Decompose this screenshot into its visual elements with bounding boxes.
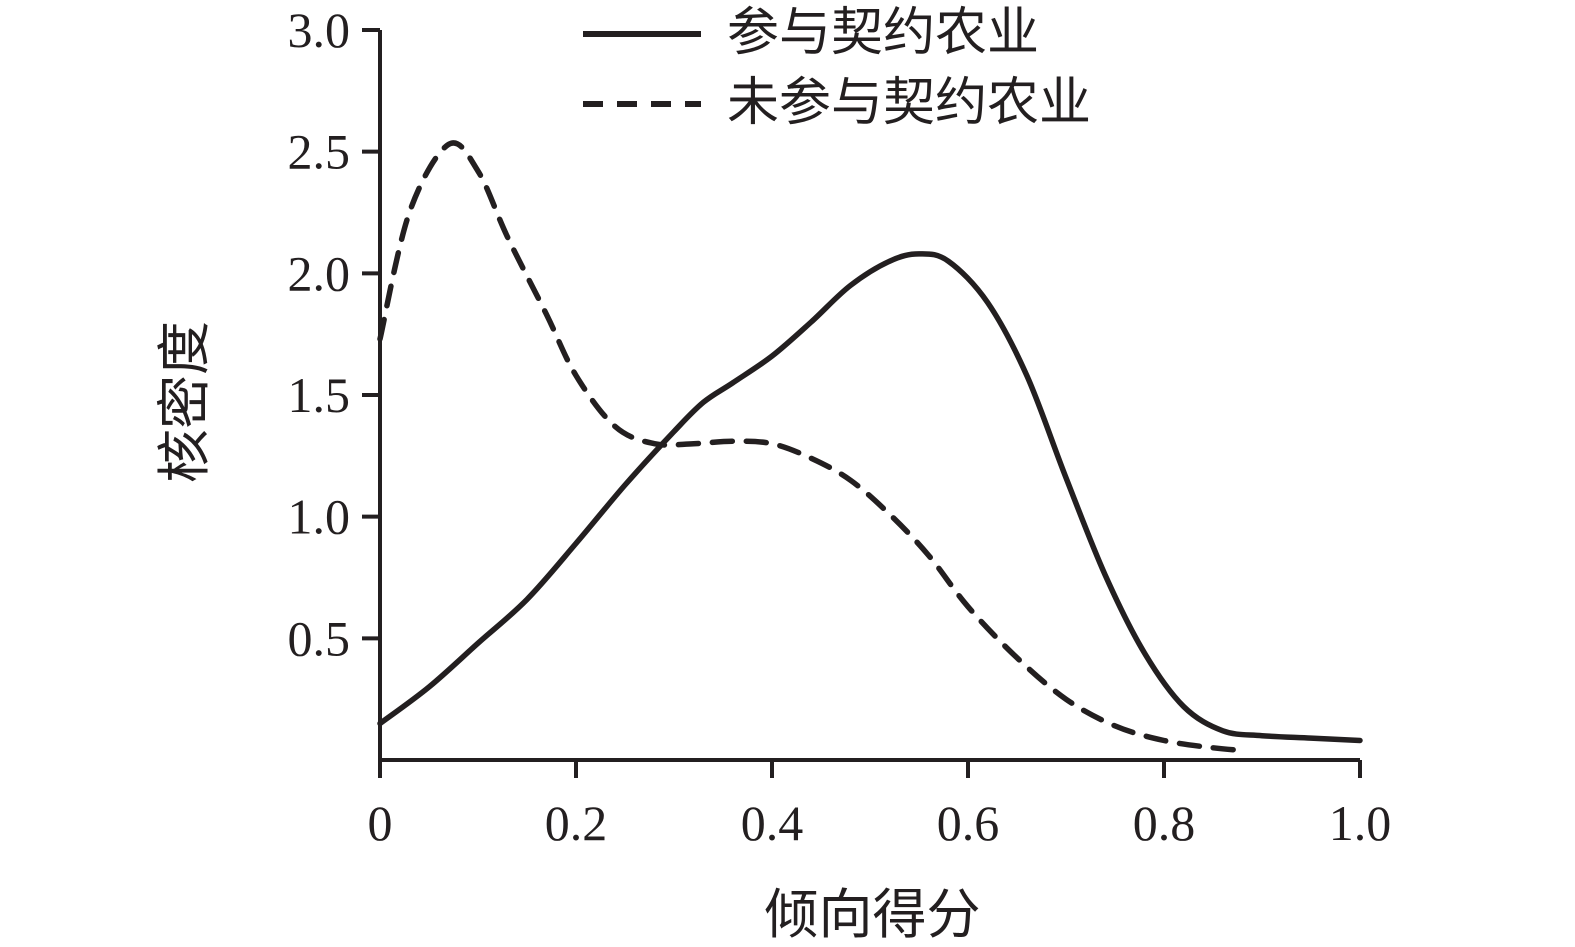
x-tick-label: 0 [368,795,393,851]
axes [378,30,1360,762]
legend-label-participated: 参与契约农业 [727,5,1040,62]
x-tick-label: 1.0 [1329,795,1392,851]
y-tick-label: 1.0 [288,489,351,545]
x-tick-label: 0.8 [1133,795,1196,851]
series-curve-0 [377,251,1363,744]
y-tick-label: 2.5 [288,124,351,180]
dashed-line-icon [583,101,701,108]
x-tick-label: 0.2 [545,795,608,851]
y-axis-title: 核密度 [155,321,215,483]
x-axis-title: 倾向得分 [764,885,981,945]
legend-item-not-participated: 未参与契约农业 [583,75,1092,133]
series-curve-1 [377,140,1246,754]
legend-item-participated: 参与契约农业 [583,5,1091,62]
x-tick-label: 0.6 [937,795,1000,851]
legend-label-not-participated: 未参与契约农业 [727,75,1092,133]
y-tick-label: 1.5 [288,367,351,423]
legend: 参与契约农业 未参与契约农业 [583,5,1092,133]
y-tick-label: 3.0 [288,2,351,58]
y-tick-label: 0.5 [288,610,351,666]
y-tick-label: 2.0 [288,245,351,301]
solid-line-icon [583,31,701,38]
x-tick-label: 0.4 [741,795,804,851]
